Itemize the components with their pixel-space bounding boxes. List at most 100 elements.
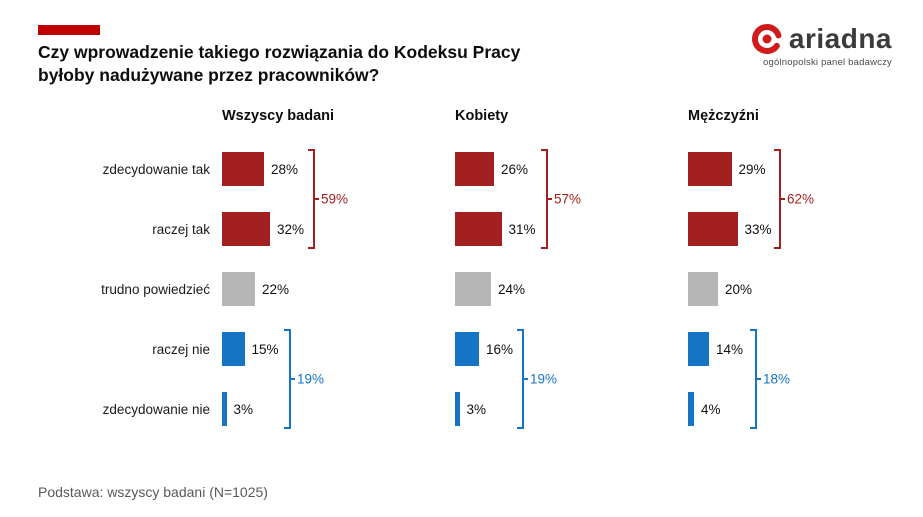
bracket-line [779,149,781,249]
chart-title-line1: Czy wprowadzenie takiego rozwiązania do … [38,42,521,62]
bar-value-label: 33% [744,221,772,237]
yes-total-bracket: 57% [541,149,601,249]
bracket-tick [541,247,547,249]
group-rows: 29% 33% 20% 14% 4% 62% 18% [688,149,921,429]
bar-value-label: 3% [466,401,487,417]
bracket-tick [757,378,761,380]
bracket-tick [541,149,547,151]
bracket-tick [284,329,290,331]
bar-no [222,392,227,426]
group-header: Kobiety [455,108,509,124]
bar-value-label: 24% [498,281,526,297]
bar-yes [455,152,494,186]
bracket-total-label: 62% [787,191,815,207]
bar-yes [222,212,270,246]
bracket-tick [548,198,552,200]
chart: zdecydowanie tak raczej tak trudno powie… [38,108,921,452]
chart-title-line2: byłoby nadużywane przez pracowników? [38,65,380,85]
group-header: Wszyscy badani [222,108,335,124]
yes-total-bracket: 59% [308,149,368,249]
bar-value-label: 29% [738,161,766,177]
bar-neutral [455,272,491,306]
chart-title: Czy wprowadzenie takiego rozwiązania do … [38,41,520,87]
bar-row: 32% [222,212,455,246]
bracket-total-label: 59% [321,191,349,207]
bar-value-label: 3% [233,401,254,417]
bar-value-label: 26% [501,161,529,177]
bar-value-label: 4% [701,401,721,417]
ariadna-logo-row: ariadna [750,22,892,56]
bracket-total-label: 18% [763,371,791,387]
group-kobiety: Kobiety 26% 31% 24% 16% 3% 57% 19% [455,108,688,452]
bracket-tick [750,329,756,331]
group-rows: 26% 31% 24% 16% 3% 57% 19% [455,149,688,429]
bar-row: 14% [688,332,921,366]
bar-yes [688,152,732,186]
accent-bar [38,25,100,35]
bracket-tick [315,198,319,200]
bracket-total-label: 57% [554,191,582,207]
yes-total-bracket: 62% [774,149,834,249]
bar-row: 15% [222,332,455,366]
bar-row: 3% [455,392,688,426]
bracket-line [755,329,757,429]
bar-no [455,392,460,426]
category-label: raczej tak [152,221,210,237]
bar-row: 24% [455,272,688,306]
bracket-line [546,149,548,249]
bar-value-label: 20% [725,281,753,297]
bracket-line [289,329,291,429]
bracket-tick [517,427,523,429]
bar-value-label: 15% [251,341,279,357]
bracket-tick [774,247,780,249]
bar-no [455,332,479,366]
base-note: Podstawa: wszyscy badani (N=1025) [38,484,268,500]
bracket-tick [774,149,780,151]
bar-value-label: 22% [262,281,290,297]
category-label: raczej nie [152,341,210,357]
bracket-tick [781,198,785,200]
bar-row: 28% [222,152,455,186]
bar-value-label: 14% [716,341,744,357]
bar-value-label: 28% [271,161,299,177]
ariadna-logo-text: ariadna [788,23,892,54]
bar-value-label: 16% [486,341,514,357]
bar-value-label: 31% [508,221,536,237]
bar-yes [688,212,738,246]
group-header: Mężczyźni [688,108,759,124]
bar-yes [455,212,502,246]
bracket-tick [284,427,290,429]
bar-row: 3% [222,392,455,426]
bar-row: 26% [455,152,688,186]
group-mezczyzni: Mężczyźni 29% 33% 20% 14% 4% 62% 18% [688,108,921,452]
bracket-line [313,149,315,249]
category-labels: zdecydowanie tak raczej tak trudno powie… [38,108,210,452]
group-wszyscy-badani: Wszyscy badani 28% 32% 22% 15% 3% 59% 19% [222,108,455,452]
bracket-tick [291,378,295,380]
bar-value-label: 32% [277,221,305,237]
no-total-bracket: 19% [284,329,344,429]
bar-row: 16% [455,332,688,366]
bracket-total-label: 19% [530,371,558,387]
ariadna-logo-subtitle: ogólnopolski panel badawczy [763,57,892,68]
bar-no [688,332,709,366]
bracket-line [522,329,524,429]
bar-row: 33% [688,212,921,246]
category-label: trudno powiedzieć [101,281,210,297]
bracket-tick [524,378,528,380]
bracket-tick [517,329,523,331]
bar-row: 20% [688,272,921,306]
ariadna-logo-icon [751,24,782,54]
bar-neutral [688,272,718,306]
bracket-tick [308,149,314,151]
group-rows: 28% 32% 22% 15% 3% 59% 19% [222,149,455,429]
no-total-bracket: 19% [517,329,577,429]
bar-row: 22% [222,272,455,306]
bar-row: 4% [688,392,921,426]
no-total-bracket: 18% [750,329,810,429]
category-label: zdecydowanie tak [102,161,210,177]
bracket-total-label: 19% [297,371,325,387]
ariadna-logo: ariadna ogólnopolski panel badawczy [750,22,892,68]
bracket-tick [308,247,314,249]
